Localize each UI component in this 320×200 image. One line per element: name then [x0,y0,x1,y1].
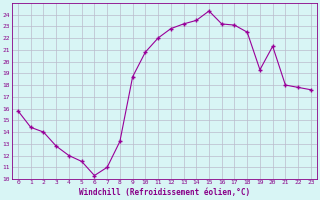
X-axis label: Windchill (Refroidissement éolien,°C): Windchill (Refroidissement éolien,°C) [79,188,250,197]
